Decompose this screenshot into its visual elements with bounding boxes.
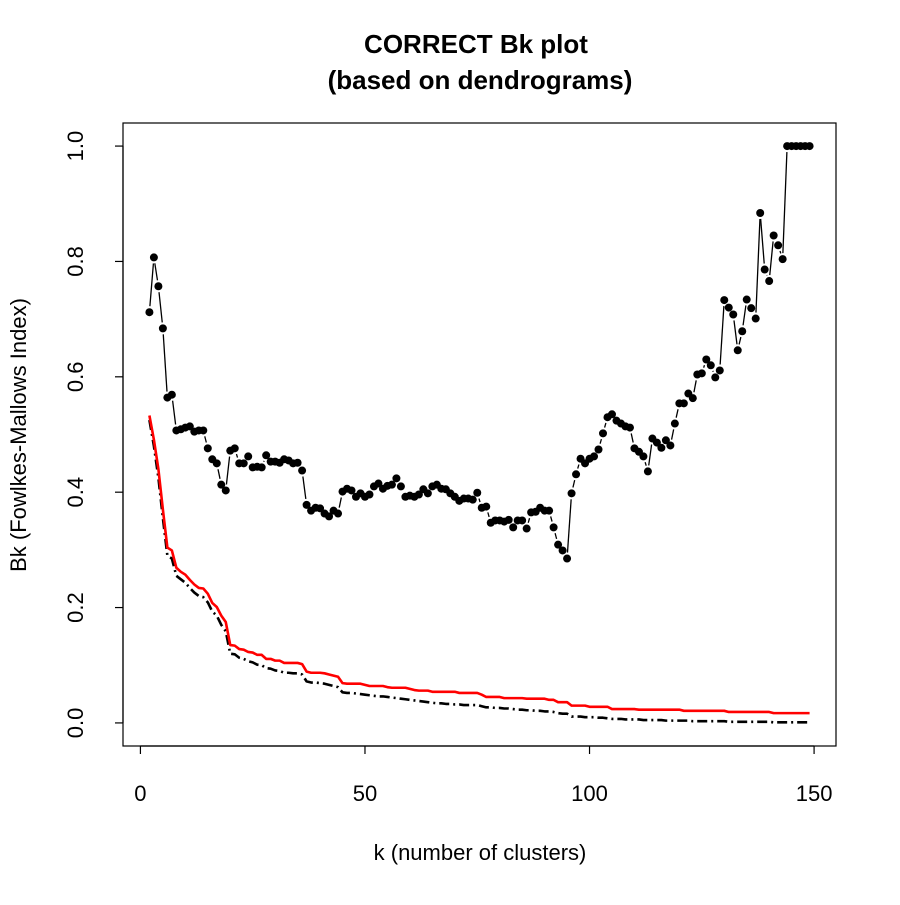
point [145,308,153,316]
x-tick-label: 0 [134,781,146,806]
point [756,209,764,217]
point [779,255,787,263]
point [689,394,697,402]
point [644,467,652,475]
point [761,266,769,274]
point [774,241,782,249]
y-tick-label: 0.8 [63,246,88,277]
point [563,555,571,563]
point [725,304,733,312]
point [752,315,760,323]
point [199,426,207,434]
connector [704,365,705,367]
point [168,391,176,399]
point [626,424,634,432]
point [707,361,715,369]
point [599,429,607,437]
point [473,489,481,497]
point [666,441,674,449]
point [559,546,567,554]
point [734,346,742,354]
point [639,452,647,460]
point [738,327,746,335]
y-tick-label: 0.4 [63,477,88,508]
point [572,470,580,478]
point [698,369,706,377]
connector [780,251,781,253]
point [469,496,477,504]
point [765,277,773,285]
point [770,231,778,239]
point [747,304,755,312]
point [159,324,167,332]
point [244,452,252,460]
point [392,474,400,482]
point [545,507,553,515]
point [568,489,576,497]
point [213,459,221,467]
point [657,444,665,452]
point [550,523,558,531]
point [334,510,342,518]
y-tick-label: 0.2 [63,592,88,623]
chart-title: CORRECT Bk plot [364,29,588,59]
point [711,373,719,381]
point [680,399,688,407]
point [204,444,212,452]
point [716,366,724,374]
point [154,282,162,290]
point [258,463,266,471]
y-tick-label: 0.6 [63,362,88,393]
y-tick-label: 1.0 [63,131,88,162]
y-axis-label: Bk (Fowlkes-Mallows Index) [6,298,31,572]
point [222,486,230,494]
point [397,482,405,490]
x-tick-label: 150 [796,781,833,806]
point [150,253,158,261]
x-tick-label: 50 [353,781,377,806]
x-axis-label: k (number of clusters) [374,840,587,865]
point [720,296,728,304]
point [509,523,517,531]
point [590,452,598,460]
point [294,459,302,467]
point [729,311,737,319]
point [424,489,432,497]
point [482,503,490,511]
point [240,459,248,467]
point [231,444,239,452]
point [298,467,306,475]
point [505,516,513,524]
point [518,516,526,524]
point [671,420,679,428]
point [595,445,603,453]
x-tick-label: 100 [571,781,608,806]
point [365,490,373,498]
point [523,525,531,533]
chart-subtitle: (based on dendrograms) [328,65,633,95]
point [743,296,751,304]
y-tick-label: 0.0 [63,708,88,739]
point [806,142,814,150]
